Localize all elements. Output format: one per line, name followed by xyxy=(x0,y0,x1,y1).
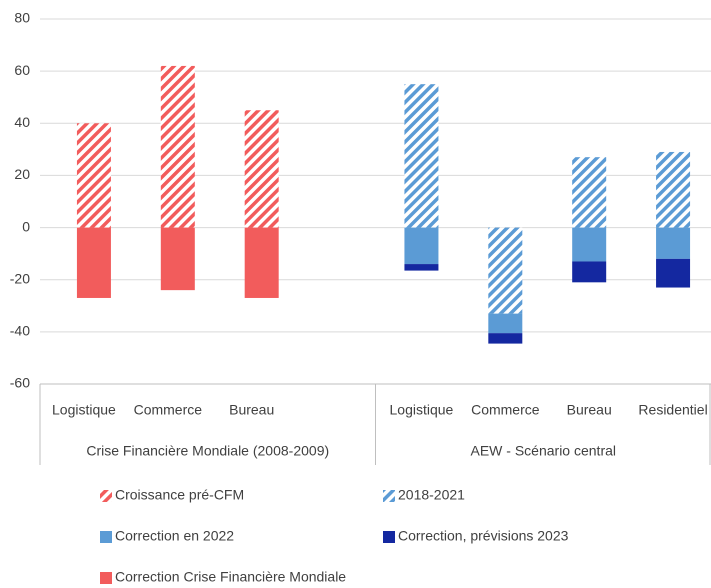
bar-segment xyxy=(244,110,279,228)
legend-swatch xyxy=(100,572,112,584)
x-tick-label: Commerce xyxy=(134,402,203,418)
legend-swatch xyxy=(383,531,395,543)
bar-segment xyxy=(76,227,111,298)
bar-segment xyxy=(572,261,607,283)
legend-swatch xyxy=(100,490,112,502)
x-tick-label: Bureau xyxy=(229,402,274,418)
y-tick-label: 0 xyxy=(22,218,30,234)
x-tick-label: Bureau xyxy=(567,402,612,418)
x-tick-label: Logistique xyxy=(52,402,116,418)
group-label: Crise Financière Mondiale (2008-2009) xyxy=(86,443,329,459)
y-tick-label: 80 xyxy=(14,10,30,26)
bar-segment xyxy=(244,227,279,298)
legend-label: Correction en 2022 xyxy=(115,528,234,544)
bar-segment xyxy=(488,227,523,314)
y-tick-label: 20 xyxy=(14,166,30,182)
bar-segment xyxy=(404,84,439,228)
y-tick-label: -60 xyxy=(10,375,30,391)
bar-segment xyxy=(488,333,523,344)
x-tick-label: Residentiel xyxy=(638,402,707,418)
legend-label: 2018-2021 xyxy=(398,487,465,503)
bar-segment xyxy=(572,157,607,228)
y-tick-label: 40 xyxy=(14,114,30,130)
legend-label: Correction Crise Financière Mondiale xyxy=(115,569,346,585)
bar-segment xyxy=(404,264,439,271)
bar-segment xyxy=(160,227,195,291)
bar-segment xyxy=(160,65,195,228)
y-tick-label: -20 xyxy=(10,270,30,286)
bar-segment xyxy=(656,258,691,288)
x-tick-label: Commerce xyxy=(471,402,540,418)
bar-segment xyxy=(656,227,691,259)
group-label: AEW - Scénario central xyxy=(471,443,617,459)
legend-label: Croissance pré-CFM xyxy=(115,487,244,503)
bar-segment xyxy=(572,227,607,262)
x-tick-label: Logistique xyxy=(390,402,454,418)
legend-label: Correction, prévisions 2023 xyxy=(398,528,569,544)
bar-segment xyxy=(656,151,691,228)
bar-segment xyxy=(76,123,111,228)
legend-swatch xyxy=(383,490,395,502)
y-tick-label: -40 xyxy=(10,323,30,339)
bar-segment xyxy=(404,227,439,265)
legend-swatch xyxy=(100,531,112,543)
y-tick-label: 60 xyxy=(14,62,30,78)
bar-segment xyxy=(488,313,523,334)
